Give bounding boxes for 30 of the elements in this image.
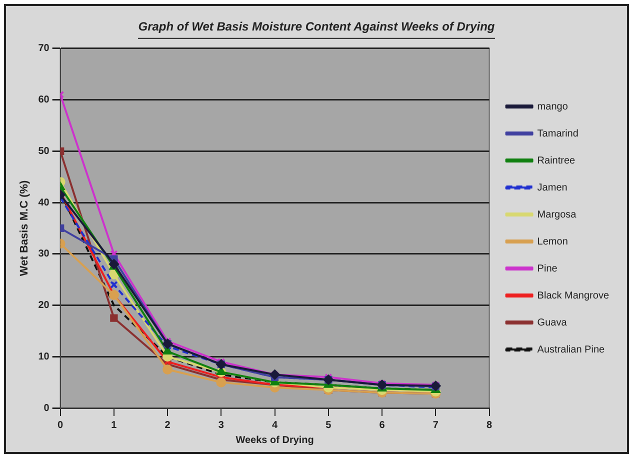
x-tick-label: 7 [432, 420, 439, 431]
y-tick-label: 0 [44, 402, 50, 414]
legend-label: Black Mangrove [537, 290, 610, 302]
x-tick-label: 8 [486, 420, 493, 431]
legend-label: Pine [537, 263, 558, 274]
x-tick-label: 6 [379, 420, 386, 431]
legend-label: Tamarind [537, 128, 578, 140]
y-tick-label: 40 [38, 197, 50, 208]
y-tick-label: 60 [38, 94, 50, 106]
x-tick-label: 5 [326, 420, 332, 431]
legend-label: Lemon [537, 236, 568, 248]
y-tick-label: 70 [38, 43, 50, 54]
y-tick-label: 30 [38, 248, 50, 260]
y-tick-label: 10 [38, 351, 50, 362]
y-tick-label: 50 [38, 146, 50, 157]
legend-label: mango [537, 101, 568, 112]
x-tick-label: 0 [58, 420, 64, 431]
x-tick-label: 2 [164, 420, 171, 431]
x-tick-label: 1 [111, 420, 118, 431]
x-axis-title: Weeks of Drying [236, 434, 314, 446]
legend-label: Raintree [537, 155, 576, 166]
legend-label: Margosa [537, 209, 577, 220]
y-tick-label: 20 [38, 300, 50, 312]
x-tick-label: 4 [272, 420, 278, 431]
chart-title: Graph of Wet Basis Moisture Content Against Weeks of Drying [138, 20, 496, 34]
legend-label: Jamen [537, 182, 568, 194]
legend-label: Guava [537, 317, 568, 328]
y-axis-title: Wet Basis M.C (%) [18, 180, 31, 276]
legend-label: Australian Pine [537, 344, 605, 356]
x-tick-label: 3 [218, 420, 224, 431]
